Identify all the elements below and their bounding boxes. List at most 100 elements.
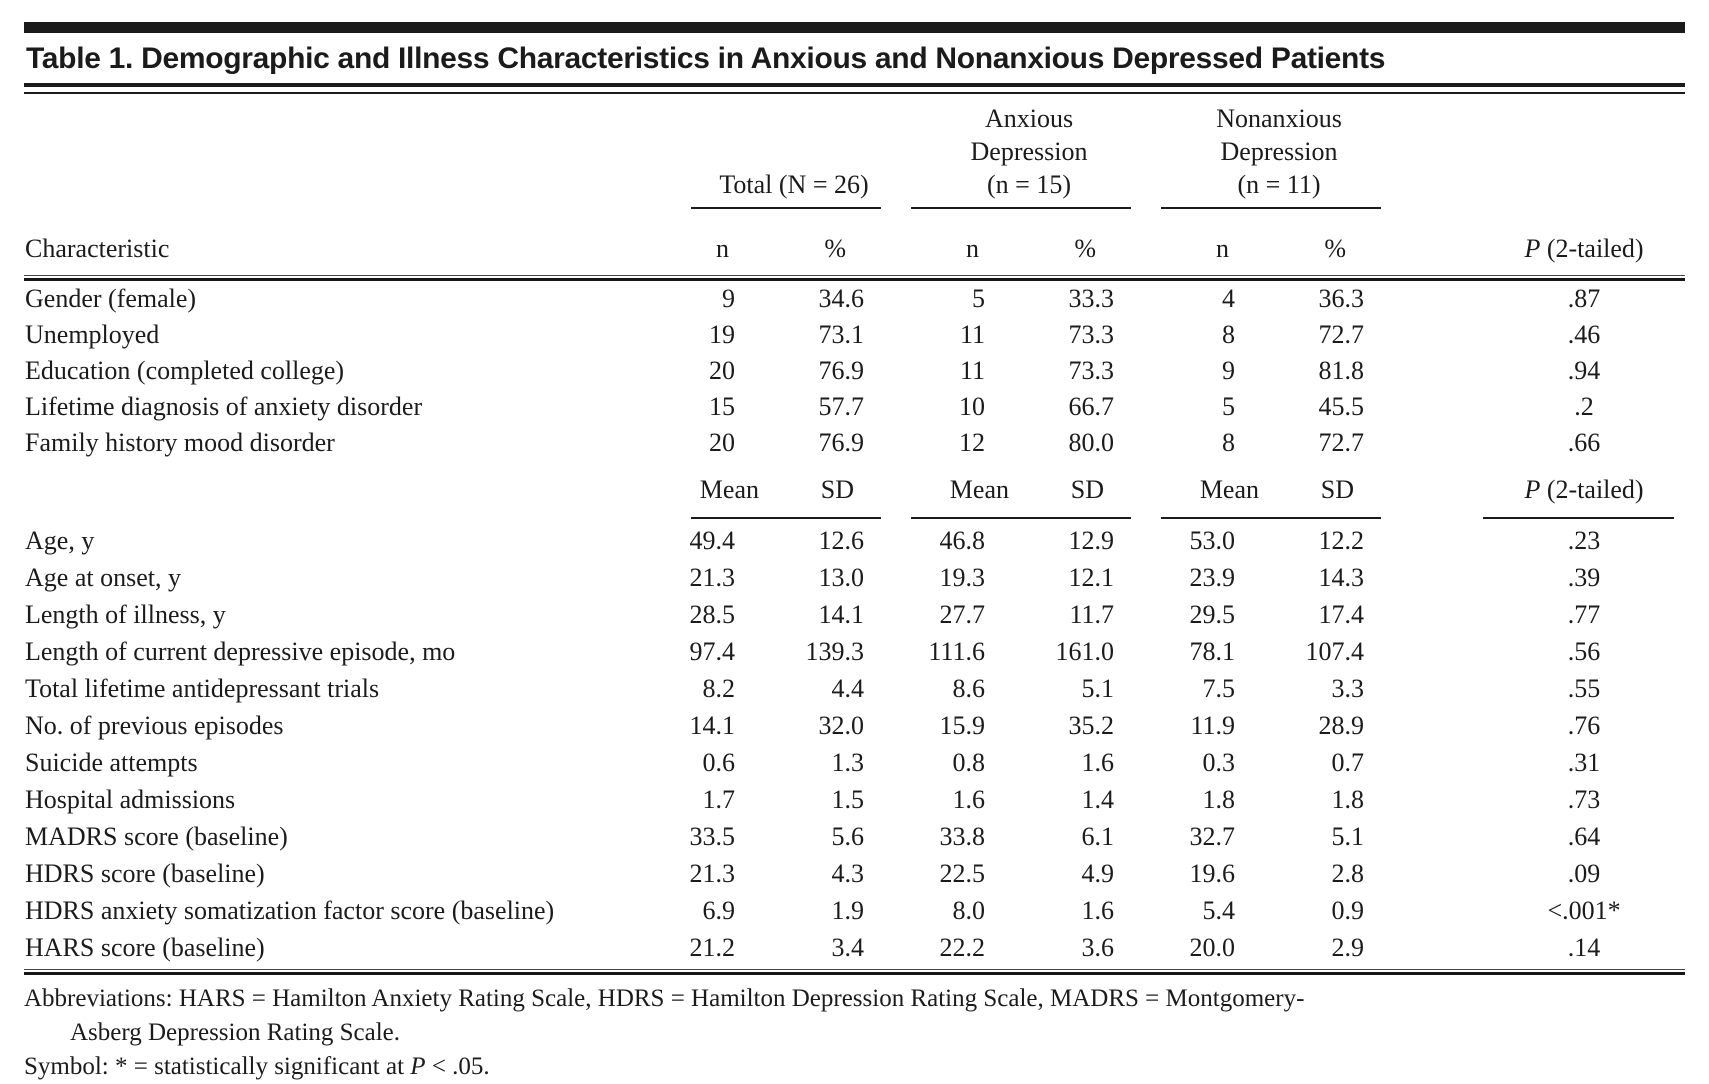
cell-value: 8.2 [702, 673, 736, 703]
spacer-cell [24, 512, 684, 522]
cell-value: 8.6 [952, 673, 986, 703]
group-header-anxious-line2: Depression [970, 137, 1088, 166]
cell-value: 19.3 [939, 562, 986, 592]
p-value: .64 [1567, 821, 1601, 851]
p-value: .31 [1567, 747, 1601, 777]
footnote-symbol-p: P [410, 1053, 426, 1080]
p-label-italic: P [1524, 234, 1541, 263]
table-row: HARS score (baseline) 21.2 3.4 22.2 3.6 20.0 2… [24, 929, 1685, 966]
row-label: Family history mood disorder [25, 428, 335, 457]
cell-value: 57.7 [818, 392, 865, 421]
table-row: HDRS score (baseline) 21.3 4.3 22.5 4.9 19.6 2… [24, 855, 1685, 892]
footnote-abbreviations-cont: Asberg Depression Rating Scale. [70, 1019, 401, 1046]
table-row: Suicide attempts 0.6 1.3 0.8 1.6 0.3 0.7 .31 [24, 744, 1685, 781]
group-header-total: Total (N = 26) [684, 96, 904, 202]
mean-underline-p [1404, 512, 1685, 522]
cell-value: 5.4 [1202, 895, 1236, 925]
cell-value: 139.3 [805, 636, 865, 666]
row-label: Gender (female) [25, 284, 197, 313]
cell-value: 1.7 [702, 784, 736, 814]
group-header-nonanxious-line3: (n = 11) [1237, 170, 1321, 199]
row-label: Total lifetime antidepressant trials [25, 673, 380, 703]
p-value: .76 [1567, 710, 1601, 740]
cell-value: 20.0 [1189, 932, 1236, 962]
spacer-cell [24, 96, 684, 202]
column-header-sd: SD [820, 475, 854, 504]
table-row: Education (completed college) 20 76.9 11 73.… [24, 353, 1685, 389]
cell-value: 73.3 [1068, 320, 1115, 349]
column-header-sd: SD [1320, 475, 1355, 504]
group-header-nonanxious: Nonanxious Depression (n = 11) [1154, 96, 1404, 202]
column-header-n: n [966, 234, 979, 263]
cell-value: 12.6 [818, 525, 865, 555]
cell-value: 0.8 [952, 747, 986, 777]
p-value: .23 [1567, 525, 1601, 555]
cell-value: 1.6 [1081, 747, 1115, 777]
p-value: .73 [1567, 784, 1601, 814]
table-title: Table 1. Demographic and Illness Charact… [26, 42, 1386, 75]
p-label-italic: P [1524, 475, 1541, 504]
p-label-rest: (2-tailed) [1540, 234, 1644, 263]
cell-value: 72.7 [1318, 428, 1365, 457]
group-header-nonanxious-line1: Nonanxious [1216, 104, 1342, 133]
cell-value: 2.9 [1331, 932, 1365, 962]
spacer-cell [1404, 96, 1685, 202]
cell-value: 0.9 [1331, 895, 1365, 925]
cell-value: 12.2 [1318, 525, 1365, 555]
cell-value: 20 [709, 428, 735, 457]
cell-value: 15 [709, 392, 735, 421]
mean-section: Age, y 49.4 12.6 46.8 12.9 53.0 12.2 .23 Age at … [24, 522, 1685, 966]
p-value: .87 [1567, 284, 1601, 313]
cell-value: 3.3 [1331, 673, 1365, 703]
table-row: Unemployed 19 73.1 11 73.3 8 72.7 .46 [24, 317, 1685, 353]
cell-value: 1.6 [952, 784, 986, 814]
cell-value: 80.0 [1068, 428, 1115, 457]
cell-value: 29.5 [1189, 599, 1236, 629]
cell-value: 5 [1222, 392, 1236, 421]
p-value: .55 [1567, 673, 1601, 703]
p-value: .56 [1567, 636, 1601, 666]
cell-value: 12.1 [1068, 562, 1115, 592]
cell-value: 28.5 [689, 599, 736, 629]
cell-value: 5.1 [1331, 821, 1365, 851]
cell-value: 8 [1222, 320, 1236, 349]
cell-value: 4.3 [831, 858, 865, 888]
column-header-pct: % [1324, 234, 1347, 263]
cell-value: 21.2 [689, 932, 736, 962]
cell-value: 4.9 [1081, 858, 1115, 888]
footnote-symbol-pre: Symbol: * = statistically significant at [24, 1053, 411, 1080]
cell-value: 11 [959, 356, 985, 385]
row-label: HDRS anxiety somatization factor score (… [25, 895, 555, 925]
cell-value: 2.8 [1331, 858, 1365, 888]
cell-value: 9 [1222, 356, 1236, 385]
cell-value: 0.7 [1331, 747, 1365, 777]
p-value: .66 [1567, 428, 1601, 457]
cell-value: 14.1 [689, 710, 736, 740]
cell-value: 45.5 [1318, 392, 1365, 421]
row-label: Hospital admissions [25, 784, 236, 814]
mean-underline-nonanxious [1154, 512, 1404, 522]
cell-value: 6.1 [1081, 821, 1115, 851]
cell-value: 21.3 [689, 858, 736, 888]
cell-value: 1.3 [831, 747, 865, 777]
spacer-cell [24, 202, 684, 212]
table-row: Age at onset, y 21.3 13.0 19.3 12.1 23.9 14.3.… [24, 559, 1685, 596]
p-value: <.001* [1547, 895, 1621, 925]
count-section: Gender (female) 9 34.6 5 33.3 4 36.3 .87 Unemplo… [24, 281, 1685, 461]
cell-value: 11.9 [1190, 710, 1236, 740]
cell-value: 33.3 [1068, 284, 1115, 313]
p-label-rest: (2-tailed) [1540, 475, 1644, 504]
table-row: Gender (female) 9 34.6 5 33.3 4 36.3 .87 [24, 281, 1685, 317]
cell-value: 107.4 [1305, 636, 1365, 666]
cell-value: 21.3 [689, 562, 736, 592]
group-underline-row [24, 202, 1685, 212]
mean-subheader-section: Mean SD Mean SD Mean SD P (2-tailed) [24, 461, 1685, 522]
table-row: Length of current depressive episode, mo… [24, 633, 1685, 670]
column-header-pct: % [824, 234, 846, 263]
cell-value: 5.1 [1081, 673, 1115, 703]
subheader-row: Characteristic n % n % n % P (2-tailed) [24, 212, 1685, 275]
footnote-symbol-post: < .05. [425, 1053, 490, 1080]
row-label: Length of illness, y [25, 599, 226, 629]
table-row: MADRS score (baseline) 33.5 5.6 33.8 6.1 32.7… [24, 818, 1685, 855]
